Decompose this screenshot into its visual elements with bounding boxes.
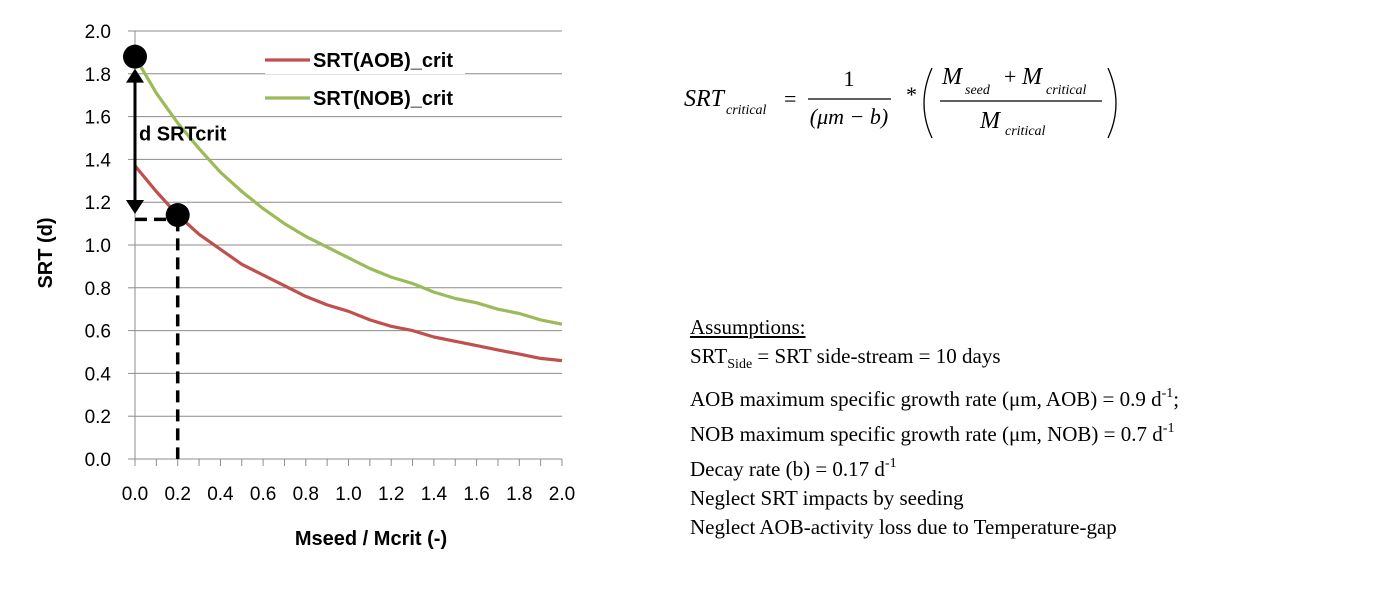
formula-equals: =: [784, 86, 796, 111]
x-tick-label: 2.0: [549, 484, 575, 505]
assumption-srt-side-a: SRT: [690, 344, 728, 368]
axes: 0.0 0.2 0.4 0.6 0.8 1.0 1.2 1.4 1.6 1.8 2.0 0.0 0.2 0…: [85, 22, 576, 505]
assumption-nob-growth-sup: -1: [1162, 421, 1175, 436]
y-tick-label: 0.8: [85, 279, 111, 300]
x-tick-label: 1.4: [421, 484, 448, 505]
formula-plus: +: [1004, 64, 1016, 89]
assumption-decay-rate-sup: -1: [884, 456, 897, 471]
assumption-aob-growth-b: ;: [1173, 387, 1180, 411]
y-tick-label: 0.4: [85, 364, 112, 385]
marker-point: [123, 44, 147, 69]
x-tick-label: 1.6: [463, 484, 489, 505]
arrow-head-up: [126, 68, 144, 83]
formula: SRT critical = 1 (μm − b) * M seed + M c…: [680, 58, 1140, 148]
formula-svg: SRT critical = 1 (μm − b) * M seed + M c…: [684, 64, 1117, 139]
formula-denominator: (μm − b): [810, 104, 888, 129]
y-tick-label: 1.6: [85, 108, 111, 129]
y-tick-label: 1.4: [85, 150, 112, 171]
x-tick-label: 0.2: [164, 484, 190, 505]
y-tick-label: 2.0: [85, 22, 111, 43]
series-layer: [133, 55, 563, 363]
formula-m-critical-sub: critical: [1046, 83, 1087, 98]
chart: 0.0 0.2 0.4 0.6 0.8 1.0 1.2 1.4 1.6 1.8 2.0 0.0 0.2 0…: [35, 22, 576, 550]
assumption-aob-growth-a: AOB maximum specific growth rate (μm, AO…: [690, 387, 1162, 411]
y-tick-label: 1.0: [85, 236, 111, 257]
x-tick-label: 0.0: [122, 484, 148, 505]
series-line-aob: [133, 164, 563, 363]
series-line-nob: [133, 55, 563, 326]
formula-m-den-sub: critical: [1005, 124, 1046, 139]
y-tick-label: 0.0: [85, 450, 111, 471]
marker-point: [165, 203, 190, 228]
assumption-decay-rate-a: Decay rate (b) = 0.17 d: [690, 457, 885, 481]
assumptions-block: Assumptions: SRTSide = SRT side-stream =…: [690, 313, 1380, 542]
x-tick-label: 1.8: [506, 484, 532, 505]
formula-times: *: [906, 82, 917, 107]
x-axis-title: Mseed / Mcrit (-): [295, 528, 447, 550]
assumption-nob-growth-a: NOB maximum specific growth rate (μm, NO…: [690, 422, 1163, 446]
x-tick-label: 0.4: [207, 484, 234, 505]
formula-m-critical: M: [1021, 64, 1044, 90]
assumption-neglect-temperature: Neglect AOB-activity loss due to Tempera…: [690, 515, 1117, 539]
assumption-decay-rate: Decay rate (b) = 0.17 d-1: [690, 449, 1380, 484]
y-axis-title: SRT (d): [35, 217, 57, 288]
assumptions-title: Assumptions:: [690, 315, 806, 339]
left-paren: [923, 67, 933, 139]
assumption-aob-growth-sup: -1: [1161, 386, 1174, 401]
x-tick-label: 0.6: [250, 484, 276, 505]
right-paren: [1107, 67, 1117, 139]
y-tick-label: 1.8: [85, 65, 111, 86]
formula-lhs-sub: critical: [726, 103, 767, 118]
legend-label: SRT(AOB)_crit: [313, 50, 453, 72]
x-tick-label: 1.2: [378, 484, 404, 505]
formula-m-den: M: [979, 108, 1002, 134]
y-tick-label: 0.2: [85, 407, 111, 428]
arrow-head-down: [126, 200, 144, 215]
formula-m-seed-sub: seed: [965, 83, 991, 98]
formula-m-seed: M: [941, 64, 964, 90]
assumption-srt-side-sub: Side: [727, 357, 753, 372]
y-tick-label: 0.6: [85, 322, 111, 343]
x-tick-label: 0.8: [293, 484, 319, 505]
formula-numerator: 1: [844, 66, 855, 91]
legend-label: SRT(NOB)_crit: [313, 88, 453, 110]
y-tick-label: 1.2: [85, 193, 111, 214]
assumption-aob-growth: AOB maximum specific growth rate (μm, AO…: [690, 379, 1380, 414]
assumption-nob-growth: NOB maximum specific growth rate (μm, NO…: [690, 414, 1380, 449]
x-tick-label: 1.0: [335, 484, 361, 505]
assumption-srt-side: SRTSide = SRT side-stream = 10 days: [690, 342, 1380, 379]
assumption-srt-side-b: = SRT side-stream = 10 days: [752, 344, 1001, 368]
assumption-neglect-seeding: Neglect SRT impacts by seeding: [690, 486, 964, 510]
formula-lhs: SRT: [684, 86, 726, 112]
arrow-label: d SRTcrit: [139, 124, 227, 146]
